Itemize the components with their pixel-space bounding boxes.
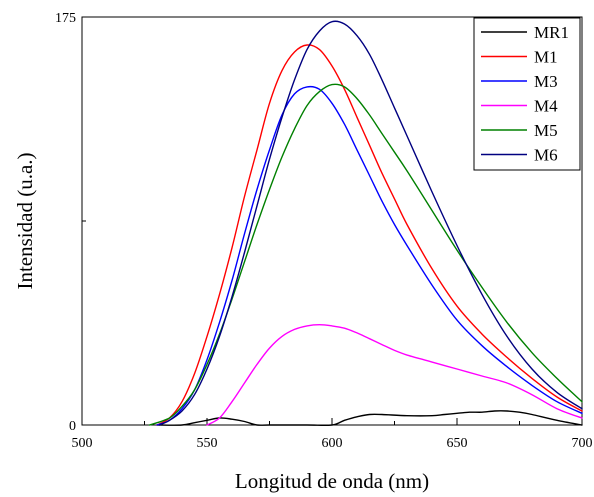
legend-label-m1: M1: [534, 48, 558, 67]
series-line-mr1: [156, 410, 583, 427]
series-line-m5: [148, 83, 583, 426]
x-tick-label: 550: [197, 436, 218, 451]
legend-label-mr1: MR1: [534, 23, 569, 42]
series-line-m4: [206, 324, 583, 426]
legend-label-m6: M6: [534, 146, 558, 165]
x-tick-label: 500: [72, 436, 93, 451]
x-axis-title: Longitud de onda (nm): [235, 469, 429, 493]
series-line-m3: [156, 85, 583, 426]
legend-label-m5: M5: [534, 121, 558, 140]
legend: MR1 M1 M3 M4 M5 M6: [473, 17, 581, 171]
series-line-m6: [158, 20, 583, 426]
series-line-m1: [156, 44, 583, 426]
x-tick-label: 700: [572, 436, 593, 451]
series-layer: [148, 20, 583, 427]
legend-box: [473, 17, 581, 171]
x-tick-label: 600: [322, 436, 343, 451]
y-axis-title: Intensidad (u.a.): [13, 152, 37, 289]
legend-label-m3: M3: [534, 72, 558, 91]
y-tick-label: 0: [69, 419, 76, 434]
y-tick-label: 175: [55, 11, 76, 26]
x-tick-label: 650: [447, 436, 468, 451]
legend-label-m4: M4: [534, 97, 558, 116]
axis-ticks: 500 550 600 650 700 0 175: [55, 11, 593, 451]
